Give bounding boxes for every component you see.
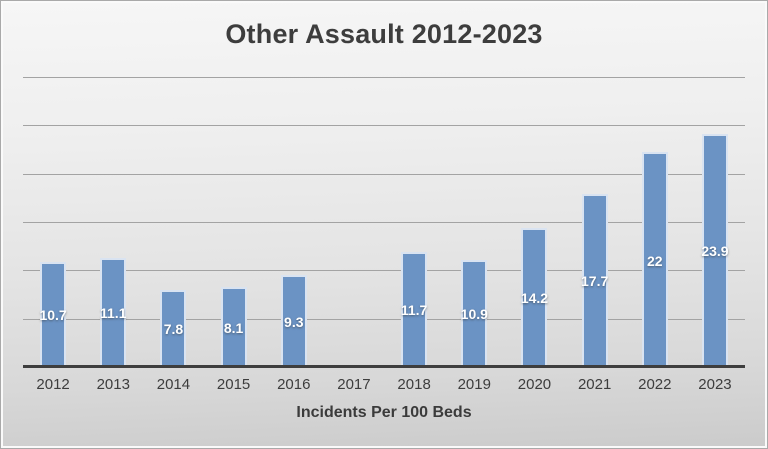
bar-2020: 14.2 bbox=[520, 227, 549, 367]
x-tick-label-2020: 2020 bbox=[517, 376, 552, 393]
x-tick-label-2015: 2015 bbox=[216, 376, 251, 393]
x-axis-line bbox=[23, 365, 745, 368]
bar-slot-2016: 9.3 bbox=[264, 77, 324, 367]
bar-slot-2021: 17.7 bbox=[565, 77, 625, 367]
bar-slot-2017 bbox=[324, 77, 384, 367]
bar-2015: 8.1 bbox=[220, 286, 247, 367]
bar-value-label-2018: 11.7 bbox=[400, 302, 428, 319]
bar-2019: 10.9 bbox=[460, 259, 488, 367]
x-tick-label-2013: 2013 bbox=[96, 376, 130, 393]
x-tick-label-2016: 2016 bbox=[277, 376, 311, 393]
x-tick-label-2019: 2019 bbox=[457, 376, 491, 393]
bar-value-label-2023: 23.9 bbox=[701, 243, 729, 260]
bar-slot-2020: 14.2 bbox=[504, 77, 564, 367]
gridline-15 bbox=[23, 222, 745, 223]
bar-2023: 23.9 bbox=[701, 133, 729, 367]
bar-value-label-2015: 8.1 bbox=[223, 319, 244, 336]
bar-slot-2013: 11.1 bbox=[83, 77, 143, 367]
bar-value-label-2012: 10.7 bbox=[39, 307, 67, 324]
bar-slot-2015: 8.1 bbox=[204, 77, 264, 367]
bar-2012: 10.7 bbox=[39, 261, 67, 367]
bar-2018: 11.7 bbox=[400, 251, 428, 367]
gridline-25 bbox=[23, 125, 745, 127]
bar-slot-2018: 11.7 bbox=[384, 77, 444, 367]
bar-value-label-2013: 11.1 bbox=[100, 305, 127, 322]
x-tick-label-2022: 2022 bbox=[638, 376, 672, 393]
chart-title: Other Assault 2012-2023 bbox=[225, 19, 543, 49]
bar-slot-2019: 10.9 bbox=[444, 77, 504, 367]
x-tick-label-2014: 2014 bbox=[156, 376, 191, 393]
bar-2014: 7.8 bbox=[160, 289, 187, 367]
bar-value-label-2016: 9.3 bbox=[284, 314, 304, 331]
bars-layer: 10.7 11.1 7.8 8.1 9.3 11.7 10.9 14.2 17.7 22 23.9 bbox=[23, 77, 745, 367]
bar-slot-2012: 10.7 bbox=[23, 77, 83, 367]
bar-value-label-2020: 14.2 bbox=[520, 290, 549, 307]
bar-value-label-2019: 10.9 bbox=[460, 306, 488, 323]
x-axis-tick-labels: 2012 2013 2014 2015 2016 2017 2018 2019 2020 2021… bbox=[23, 376, 745, 393]
plot-area: 10.7 11.1 7.8 8.1 9.3 11.7 10.9 14.2 17.7 22 23.9 bbox=[23, 77, 745, 367]
x-tick-label-2017: 2017 bbox=[337, 376, 371, 393]
x-tick-label-2023: 2023 bbox=[698, 376, 732, 393]
bar-value-label-2021: 17.7 bbox=[581, 273, 609, 290]
bar-value-label-2022: 22 bbox=[647, 252, 663, 269]
bar-2022: 22 bbox=[641, 152, 668, 367]
x-tick-label-2012: 2012 bbox=[36, 376, 70, 393]
gridline-20 bbox=[23, 173, 745, 175]
bar-2013: 11.1 bbox=[100, 257, 127, 367]
bar-slot-2023: 23.9 bbox=[685, 77, 745, 367]
bar-slot-2022: 22 bbox=[625, 77, 685, 367]
bar-slot-2014: 7.8 bbox=[143, 77, 203, 367]
x-tick-label-2021: 2021 bbox=[577, 376, 612, 393]
x-axis-title: Incidents Per 100 Beds bbox=[296, 404, 472, 421]
gridline-30 bbox=[23, 77, 745, 78]
bar-2021: 17.7 bbox=[581, 193, 609, 367]
gridline-5 bbox=[23, 318, 745, 320]
x-tick-label-2018: 2018 bbox=[397, 376, 431, 393]
gridline-10 bbox=[23, 270, 745, 272]
bar-2016: 9.3 bbox=[280, 275, 307, 367]
bar-value-label-2014: 7.8 bbox=[163, 321, 184, 338]
